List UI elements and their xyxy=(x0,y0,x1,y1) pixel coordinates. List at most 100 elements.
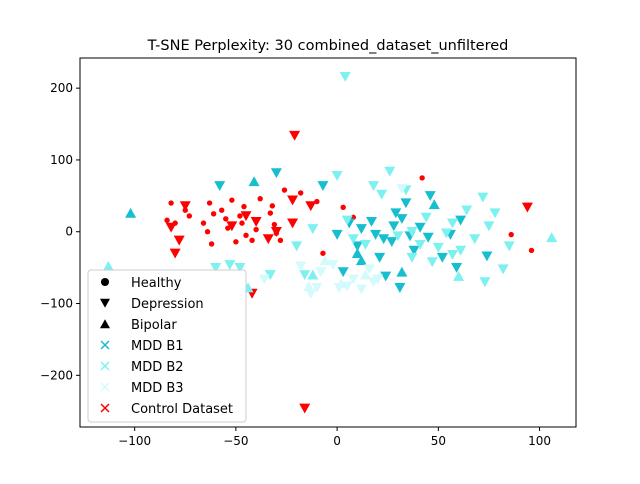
point-mdd-b1-triangle-down-8 xyxy=(366,217,378,227)
point-control-dataset-circle-34 xyxy=(208,241,215,247)
point-mdd-b2-triangle-down-13 xyxy=(406,227,418,237)
legend-label-depression: Depression xyxy=(131,297,204,312)
point-mdd-b3-triangle-up-2 xyxy=(335,278,347,289)
x-tick-label: 50 xyxy=(431,434,446,448)
point-mdd-b2-triangle-down-6 xyxy=(347,234,359,245)
point-control-dataset-circle-5 xyxy=(200,220,207,226)
point-mdd-b3-triangle-up-3 xyxy=(359,269,371,280)
point-mdd-b1-triangle-up-0 xyxy=(125,207,137,218)
point-mdd-b1-triangle-up-1 xyxy=(248,176,260,187)
point-control-dataset-triangle-down-1 xyxy=(173,235,185,246)
point-mdd-b1-triangle-down-0 xyxy=(214,181,226,192)
point-control-dataset-circle-12 xyxy=(225,225,231,231)
point-mdd-b2-triangle-down-17 xyxy=(432,242,444,253)
point-mdd-b1-triangle-down-2 xyxy=(317,181,329,192)
point-mdd-b2-triangle-down-23 xyxy=(477,192,489,203)
point-mdd-b3-triangle-down-2 xyxy=(315,267,327,278)
point-mdd-b2-triangle-down-33 xyxy=(224,260,236,270)
point-mdd-b1-triangle-down-26 xyxy=(451,262,463,273)
point-control-dataset-circle-20 xyxy=(269,203,276,209)
point-mdd-b3-triangle-up-1 xyxy=(319,255,331,266)
point-mdd-b3-triangle-down-1 xyxy=(311,283,323,293)
legend-label-mdd-b3: MDD B3 xyxy=(131,381,184,396)
point-mdd-b2-triangle-down-15 xyxy=(420,212,432,223)
point-mdd-b2-triangle-down-19 xyxy=(447,218,459,229)
point-mdd-b1-triangle-up-5 xyxy=(428,199,440,210)
legend: Healthy Depression Bipolar MDD B1 MDD B2 MDD … xyxy=(87,269,247,423)
point-mdd-b2-triangle-down-30 xyxy=(406,252,418,263)
point-mdd-b3-triangle-down-5 xyxy=(341,281,353,292)
point-control-dataset-circle-6 xyxy=(206,200,213,206)
x-tick-label: 100 xyxy=(528,434,551,448)
point-control-dataset-circle-30 xyxy=(508,231,514,238)
point-control-dataset-circle-23 xyxy=(281,187,288,193)
y-tick-label: −100 xyxy=(40,297,73,311)
point-mdd-b2-triangle-up-0 xyxy=(102,260,114,271)
x-tick-label: 0 xyxy=(333,434,341,448)
point-mdd-b1-triangle-down-18 xyxy=(400,198,412,209)
point-control-dataset-circle-7 xyxy=(210,211,217,217)
point-mdd-b1-triangle-down-28 xyxy=(481,251,493,262)
point-mdd-b1-triangle-down-21 xyxy=(414,222,426,233)
point-control-dataset-triangle-down-11 xyxy=(287,195,299,206)
point-mdd-b3-triangle-down-3 xyxy=(327,260,339,270)
chart-title: T-SNE Perplexity: 30 combined_dataset_un… xyxy=(147,38,509,54)
point-mdd-b1-triangle-down-22 xyxy=(422,232,434,243)
point-control-dataset-triangle-down-14 xyxy=(305,201,317,212)
point-control-dataset-circle-31 xyxy=(528,247,535,254)
point-mdd-b1-triangle-up-2 xyxy=(351,248,363,258)
legend-label-control-dataset: Control Dataset xyxy=(131,402,233,417)
point-control-dataset-circle-24 xyxy=(297,190,304,196)
point-control-dataset-circle-29 xyxy=(419,175,425,181)
legend-marker-mdd-b1-stroke-b xyxy=(100,340,110,350)
point-control-dataset-triangle-down-10 xyxy=(287,218,299,229)
point-mdd-b2-triangle-down-25 xyxy=(489,208,501,219)
point-mdd-b1-triangle-down-20 xyxy=(408,245,420,256)
point-mdd-b3-triangle-down-12 xyxy=(295,261,307,272)
point-control-dataset-circle-15 xyxy=(239,220,245,226)
legend-marker-control-dataset-stroke-b xyxy=(100,403,110,413)
point-mdd-b2-triangle-down-22 xyxy=(469,234,481,245)
point-mdd-b2-triangle-down-16 xyxy=(426,257,438,268)
point-mdd-b2-triangle-down-21 xyxy=(461,205,473,216)
point-control-dataset-triangle-down-5 xyxy=(240,211,252,222)
point-mdd-b2-triangle-down-26 xyxy=(497,264,509,275)
point-control-dataset-circle-0 xyxy=(168,200,174,206)
legend-box xyxy=(87,269,247,423)
legend-label-mdd-b1: MDD B1 xyxy=(131,339,184,354)
point-control-dataset-triangle-down-3 xyxy=(179,201,191,212)
point-mdd-b2-triangle-up-3 xyxy=(546,232,558,243)
point-mdd-b2-triangle-up-2 xyxy=(453,271,465,281)
point-mdd-b1-triangle-down-1 xyxy=(270,168,282,179)
point-mdd-b1-triangle-down-12 xyxy=(380,271,392,282)
point-control-dataset-circle-8 xyxy=(204,229,211,235)
point-control-dataset-triangle-down-9 xyxy=(270,227,282,237)
point-mdd-b1-triangle-down-13 xyxy=(386,237,398,248)
point-control-dataset-triangle-down-12 xyxy=(289,130,301,141)
point-mdd-b2-triangle-up-1 xyxy=(307,269,319,280)
point-mdd-b1-triangle-down-14 xyxy=(388,221,400,232)
point-mdd-b1-triangle-down-10 xyxy=(374,252,386,263)
legend-marker-control-dataset xyxy=(100,403,110,413)
point-mdd-b2-triangle-down-20 xyxy=(455,245,467,256)
point-mdd-b2-triangle-down-34 xyxy=(234,262,246,273)
y-tick-label: 0 xyxy=(65,225,73,239)
point-mdd-b3-triangle-down-8 xyxy=(364,264,376,275)
legend-marker-mdd-b2 xyxy=(100,361,110,371)
y-tick-label: 100 xyxy=(50,153,73,167)
point-mdd-b3-triangle-down-13 xyxy=(396,183,408,194)
axes: −100 −50 0 50 100 −200 −100 0 100 200 xyxy=(40,81,551,448)
plot-frame xyxy=(79,57,577,428)
plot-marks xyxy=(102,71,558,414)
point-mdd-b2-triangle-down-7 xyxy=(359,239,371,250)
point-mdd-b1-triangle-down-23 xyxy=(424,191,436,202)
legend-marker-mdd-b2-stroke-b xyxy=(100,361,110,371)
point-control-dataset-triangle-down-8 xyxy=(262,234,274,245)
point-mdd-b2-triangle-down-32 xyxy=(210,262,222,273)
point-control-dataset-circle-9 xyxy=(219,207,225,213)
point-mdd-b2-triangle-down-27 xyxy=(503,241,515,252)
legend-marker-depression xyxy=(100,298,110,308)
point-mdd-b1-triangle-down-4 xyxy=(337,267,349,278)
point-mdd-b3-triangle-down-6 xyxy=(347,274,359,285)
